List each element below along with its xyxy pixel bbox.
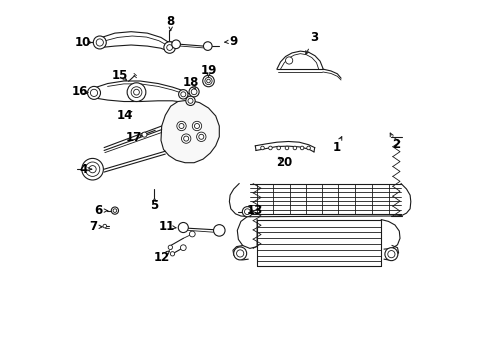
- Circle shape: [199, 134, 203, 139]
- Circle shape: [181, 92, 185, 97]
- Text: 2: 2: [391, 138, 399, 150]
- Circle shape: [103, 224, 106, 228]
- Circle shape: [166, 45, 172, 50]
- Circle shape: [131, 87, 142, 98]
- Circle shape: [236, 250, 244, 257]
- Circle shape: [196, 132, 205, 141]
- Circle shape: [285, 57, 292, 64]
- Circle shape: [292, 146, 296, 150]
- Circle shape: [168, 245, 172, 249]
- Circle shape: [90, 89, 98, 96]
- Circle shape: [268, 146, 272, 150]
- Text: 15: 15: [112, 69, 128, 82]
- Circle shape: [387, 251, 394, 258]
- Text: 8: 8: [166, 15, 175, 28]
- Text: 19: 19: [200, 64, 216, 77]
- Circle shape: [203, 42, 212, 50]
- Circle shape: [93, 36, 106, 49]
- Circle shape: [81, 158, 103, 180]
- Circle shape: [206, 79, 210, 83]
- Circle shape: [179, 123, 183, 129]
- Text: 12: 12: [153, 251, 169, 264]
- Circle shape: [142, 132, 146, 137]
- Polygon shape: [161, 100, 219, 163]
- Circle shape: [203, 75, 214, 87]
- Circle shape: [180, 245, 186, 251]
- Circle shape: [260, 146, 264, 150]
- Circle shape: [306, 146, 310, 150]
- Circle shape: [85, 162, 100, 176]
- Circle shape: [233, 247, 246, 260]
- Circle shape: [171, 40, 180, 49]
- Circle shape: [133, 89, 139, 95]
- Circle shape: [189, 87, 199, 97]
- Text: 13: 13: [246, 204, 263, 217]
- Circle shape: [189, 231, 195, 237]
- Circle shape: [242, 207, 252, 217]
- Text: 10: 10: [74, 36, 90, 49]
- Circle shape: [89, 166, 96, 173]
- Text: 18: 18: [183, 76, 199, 89]
- Circle shape: [127, 83, 145, 102]
- Circle shape: [384, 248, 397, 261]
- Circle shape: [244, 209, 250, 215]
- Circle shape: [96, 39, 103, 46]
- Text: 6: 6: [94, 204, 102, 217]
- Circle shape: [178, 90, 187, 99]
- Text: 1: 1: [331, 141, 340, 154]
- Circle shape: [87, 86, 101, 99]
- Text: 4: 4: [79, 163, 87, 176]
- Text: 7: 7: [89, 220, 97, 233]
- Circle shape: [185, 96, 195, 105]
- Circle shape: [177, 121, 186, 131]
- Circle shape: [276, 146, 280, 150]
- Text: 5: 5: [150, 199, 158, 212]
- Circle shape: [113, 209, 117, 212]
- Text: 14: 14: [117, 109, 133, 122]
- Circle shape: [194, 123, 199, 129]
- Text: 16: 16: [71, 85, 88, 98]
- Circle shape: [300, 146, 303, 150]
- Circle shape: [183, 136, 188, 141]
- Circle shape: [178, 222, 188, 233]
- Circle shape: [192, 121, 201, 131]
- Circle shape: [170, 252, 174, 256]
- Circle shape: [163, 42, 175, 53]
- Circle shape: [204, 77, 212, 85]
- Circle shape: [213, 225, 224, 236]
- Circle shape: [111, 207, 118, 214]
- Text: 11: 11: [159, 220, 175, 233]
- Circle shape: [181, 134, 190, 143]
- Circle shape: [285, 146, 288, 150]
- Text: 17: 17: [125, 131, 142, 144]
- Text: 9: 9: [229, 35, 237, 48]
- Circle shape: [187, 98, 193, 103]
- Text: 3: 3: [310, 31, 318, 44]
- Circle shape: [191, 89, 197, 95]
- Text: 20: 20: [275, 156, 292, 169]
